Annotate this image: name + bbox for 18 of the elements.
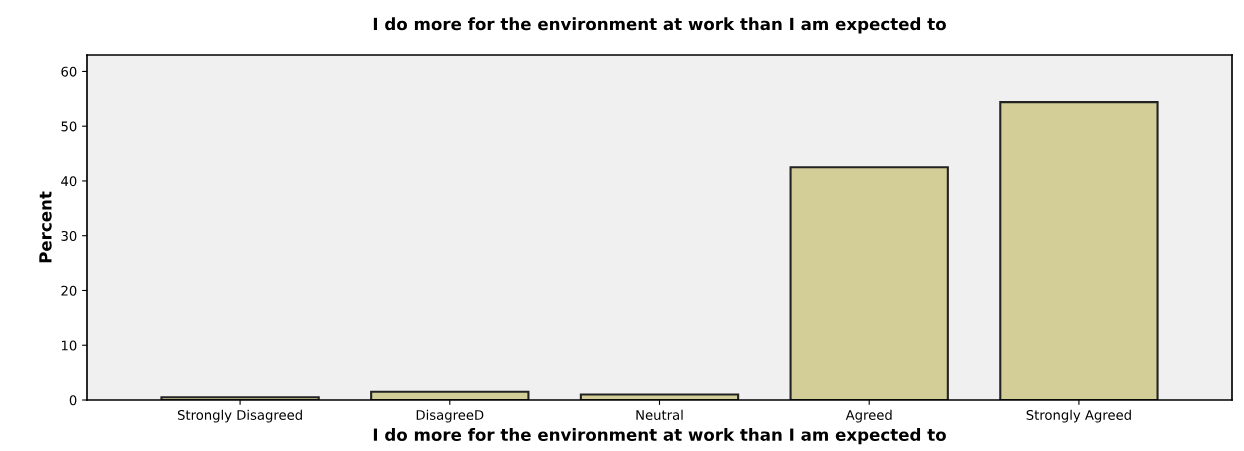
y-tick-label: 30 (61, 230, 77, 241)
y-tick-label: 0 (69, 395, 77, 406)
x-axis-title: I do more for the environment at work than I am expected to (373, 428, 946, 445)
y-tick-label: 60 (61, 66, 77, 77)
x-tick-label: Agreed (845, 409, 892, 423)
x-tick-label: Strongly Agreed (1026, 409, 1131, 423)
bar (999, 101, 1159, 400)
y-tick-label: 20 (61, 285, 77, 296)
y-axis-title: Percent (39, 191, 52, 263)
y-tick-label: 50 (61, 121, 77, 132)
chart-title: I do more for the environment at work than I am expected to (373, 17, 946, 34)
y-tick-label: 40 (61, 176, 77, 187)
x-tick-label: DisagreeD (416, 409, 484, 423)
x-tick-label: Neutral (636, 409, 683, 420)
bar (579, 393, 740, 400)
y-tick-label: 10 (61, 340, 77, 351)
x-tick-label: Strongly Disagreed (177, 409, 302, 423)
bar (789, 166, 949, 400)
